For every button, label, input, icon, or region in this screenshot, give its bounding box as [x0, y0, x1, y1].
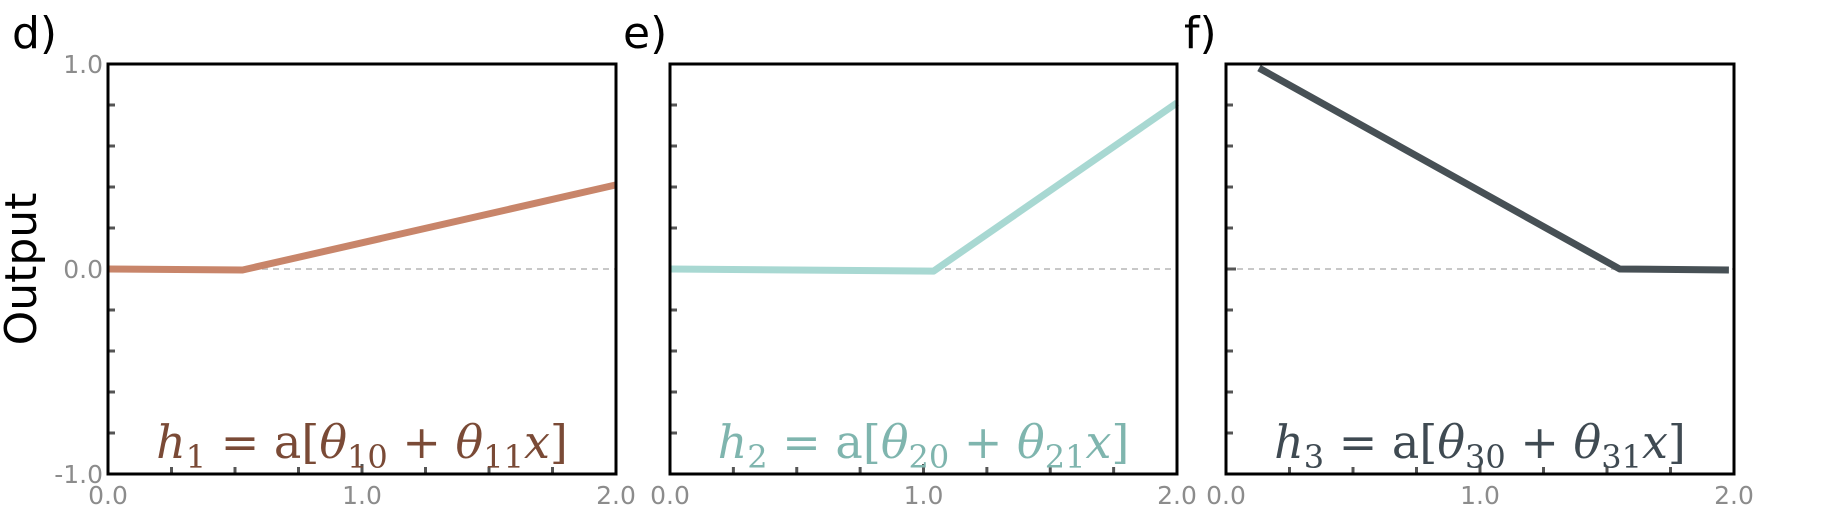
x-tick-label: 1.0: [904, 481, 944, 510]
panel-label: d): [12, 8, 57, 59]
x-tick-label: 2.0: [1157, 481, 1197, 510]
formula-part: θ: [1017, 415, 1045, 469]
formula-part: θ: [881, 415, 909, 469]
y-tick-label: -1.0: [54, 460, 103, 489]
formula-part: +: [949, 415, 1017, 469]
y-tick-label: 1.0: [63, 50, 103, 79]
formula-part: 31: [1601, 438, 1642, 476]
panel-label: f): [1184, 8, 1217, 59]
formula-part: h: [1274, 415, 1304, 469]
panel-2: e)0.0 1.0 2.0h2 = a[θ20 + θ21x]: [623, 8, 1197, 510]
formula-annotation: h3 = a[θ30 + θ31x]: [1274, 415, 1686, 476]
formula-part: 1: [186, 438, 206, 476]
panel-3: f)0.0 1.0 2.0h3 = a[θ30 + θ31x]: [1184, 8, 1754, 510]
formula-part: ]: [550, 415, 568, 469]
formula-part: 20: [909, 438, 950, 476]
formula-part: ]: [1111, 415, 1129, 469]
series-line: [670, 103, 1177, 271]
x-tick-label: 0.0: [650, 481, 690, 510]
x-tick-label: 2.0: [596, 481, 636, 510]
formula-part: = a[: [768, 415, 881, 469]
formula-part: 30: [1465, 438, 1506, 476]
formula-part: ]: [1668, 415, 1686, 469]
formula-part: x: [1085, 415, 1111, 469]
y-tick-label: 0.0: [63, 255, 103, 284]
x-tick-label: 0.0: [1206, 481, 1246, 510]
x-tick-label: 2.0: [1714, 481, 1754, 510]
series-line: [108, 185, 616, 270]
formula-part: 11: [483, 438, 524, 476]
formula-part: θ: [1437, 415, 1465, 469]
formula-annotation: h1 = a[θ10 + θ11x]: [156, 415, 568, 476]
formula-part: 2: [747, 438, 767, 476]
formula-part: θ: [456, 415, 484, 469]
formula-part: x: [524, 415, 550, 469]
formula-part: h: [718, 415, 748, 469]
panel-label: e): [623, 8, 667, 59]
formula-part: = a[: [206, 415, 319, 469]
formula-part: 3: [1304, 438, 1324, 476]
formula-part: h: [156, 415, 186, 469]
formula-part: θ: [1574, 415, 1602, 469]
formula-annotation: h2 = a[θ20 + θ21x]: [718, 415, 1130, 476]
formula-part: 21: [1045, 438, 1086, 476]
x-tick-label: 1.0: [342, 481, 382, 510]
formula-part: = a[: [1324, 415, 1437, 469]
formula-part: x: [1642, 415, 1668, 469]
formula-part: θ: [319, 415, 347, 469]
formula-part: +: [388, 415, 456, 469]
formula-part: 10: [347, 438, 388, 476]
formula-part: +: [1506, 415, 1574, 469]
series-line: [1259, 68, 1729, 270]
x-tick-label: 1.0: [1460, 481, 1500, 510]
y-axis-label: Output: [0, 193, 47, 346]
